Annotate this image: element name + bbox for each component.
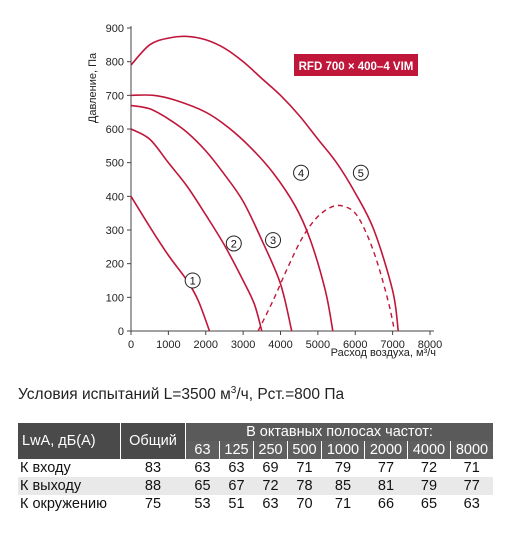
x-tick-label: 8000 [418,339,442,351]
curve-marker-4 [293,164,310,181]
test-conditions-sup: 3 [230,385,237,396]
x-tick-label: 2000 [194,339,218,351]
band-value: 63 [450,495,493,513]
band-value: 53 [185,495,220,513]
y-tick-label: 300 [106,225,124,237]
sound-power-table: LwA, дБ(А) Общий В октавных полосах част… [18,423,493,513]
y-tick-label: 800 [106,57,124,69]
band-value: 51 [219,495,254,513]
y-tick-label: 700 [106,90,124,102]
row-total: 83 [120,459,186,477]
chart-axes: 0 1000 2000 3000 4000 5000 6000 7000 8000 0 100 200… [106,23,443,351]
curve-marker-3 [265,232,282,249]
y-axis-label: Давление, Па [87,52,99,123]
row-total: 88 [120,477,186,495]
table-label-header: LwA, дБ(А) [18,423,121,459]
y-tick-label: 400 [106,191,124,203]
table-row: К выходу 88 65 67 72 78 85 81 79 77 [18,477,493,495]
table-row: К окружению 75 53 51 63 70 71 66 65 63 [18,495,493,513]
band-value: 63 [185,459,220,477]
y-tick-label: 900 [106,23,124,35]
fan-curve-2 [130,128,263,332]
test-conditions-text-2: /ч, Рст.=800 Па [236,386,345,404]
x-tick-label: 4000 [268,339,292,351]
curve-marker-label-4: 4 [298,168,304,180]
band-value: 79 [321,459,365,477]
band-value: 78 [287,477,322,495]
curve-marker-5 [352,164,369,181]
band-value: 71 [450,459,493,477]
row-total: 75 [120,495,186,513]
band-value: 70 [287,495,322,513]
operating-curve-dashed [257,204,396,332]
fan-curve-5 [130,35,400,332]
chart-curves [130,35,400,332]
x-axis-label: Расход воздуха, м³/ч [331,347,436,359]
band-value: 81 [364,477,408,495]
row-label: К входу [18,459,121,477]
band-value: 72 [407,459,451,477]
y-tick-label: 600 [106,124,124,136]
band-value: 66 [364,495,408,513]
curve-marker-label-5: 5 [358,168,364,180]
freq-header-1000: 1000 [321,441,365,459]
curve-marker-label-1: 1 [190,276,196,288]
band-value: 69 [253,459,288,477]
x-tick-label: 3000 [231,339,255,351]
fan-curve-4 [130,94,334,332]
table-frequency-row: 63 125 250 500 1000 2000 4000 8000 [18,441,493,459]
band-value: 72 [253,477,288,495]
curve-marker-label-2: 2 [231,238,237,250]
curve-marker-label-3: 3 [270,235,276,247]
table-body: К входу 83 63 63 69 71 79 77 72 71 К выходу 88 65 67 7… [18,459,493,513]
x-tick-label: 5000 [306,339,330,351]
curve-marker-1 [184,272,201,289]
x-tick-label: 1000 [156,339,180,351]
band-value: 65 [407,495,451,513]
table-band-header: В октавных полосах частот: [185,423,493,441]
freq-header-4000: 4000 [407,441,451,459]
y-tick-label: 200 [106,259,124,271]
band-value: 71 [287,459,322,477]
freq-header-63: 63 [185,441,220,459]
table-row: К входу 83 63 63 69 71 79 77 72 71 [18,459,493,477]
y-tick-label: 0 [118,326,124,338]
band-value: 77 [364,459,408,477]
fan-curve-1 [130,195,211,332]
band-value: 85 [321,477,365,495]
row-label: К выходу [18,477,121,495]
band-value: 79 [407,477,451,495]
x-tick-label: 7000 [380,339,404,351]
freq-header-125: 125 [219,441,254,459]
band-value: 65 [185,477,220,495]
test-conditions: Условия испытаний L=3500 м3/ч, Рст.=800 … [18,385,344,404]
band-value: 63 [219,459,254,477]
band-value: 63 [253,495,288,513]
model-badge: RFD 700 × 400–4 VIM [294,54,418,76]
test-conditions-text: Условия испытаний L=3500 м [18,386,231,404]
table-total-header: Общий [120,423,186,459]
fan-performance-chart: 0 1000 2000 3000 4000 5000 6000 7000 8000 0 100 200… [87,23,443,359]
band-value: 77 [450,477,493,495]
band-value: 71 [321,495,365,513]
freq-header-250: 250 [253,441,288,459]
band-value: 67 [219,477,254,495]
model-badge-background [294,54,418,76]
model-badge-text: RFD 700 × 400–4 VIM [299,61,414,73]
fan-curve-3 [130,104,293,332]
y-tick-label: 100 [106,292,124,304]
row-label: К окружению [18,495,121,513]
y-tick-label: 500 [106,158,124,170]
x-tick-label: 0 [128,339,134,351]
curve-marker-2 [225,235,242,252]
freq-header-500: 500 [287,441,322,459]
freq-header-2000: 2000 [364,441,408,459]
chart-curve-labels: 1 2 3 4 5 [184,164,369,289]
x-tick-label: 6000 [343,339,367,351]
freq-header-8000: 8000 [450,441,493,459]
